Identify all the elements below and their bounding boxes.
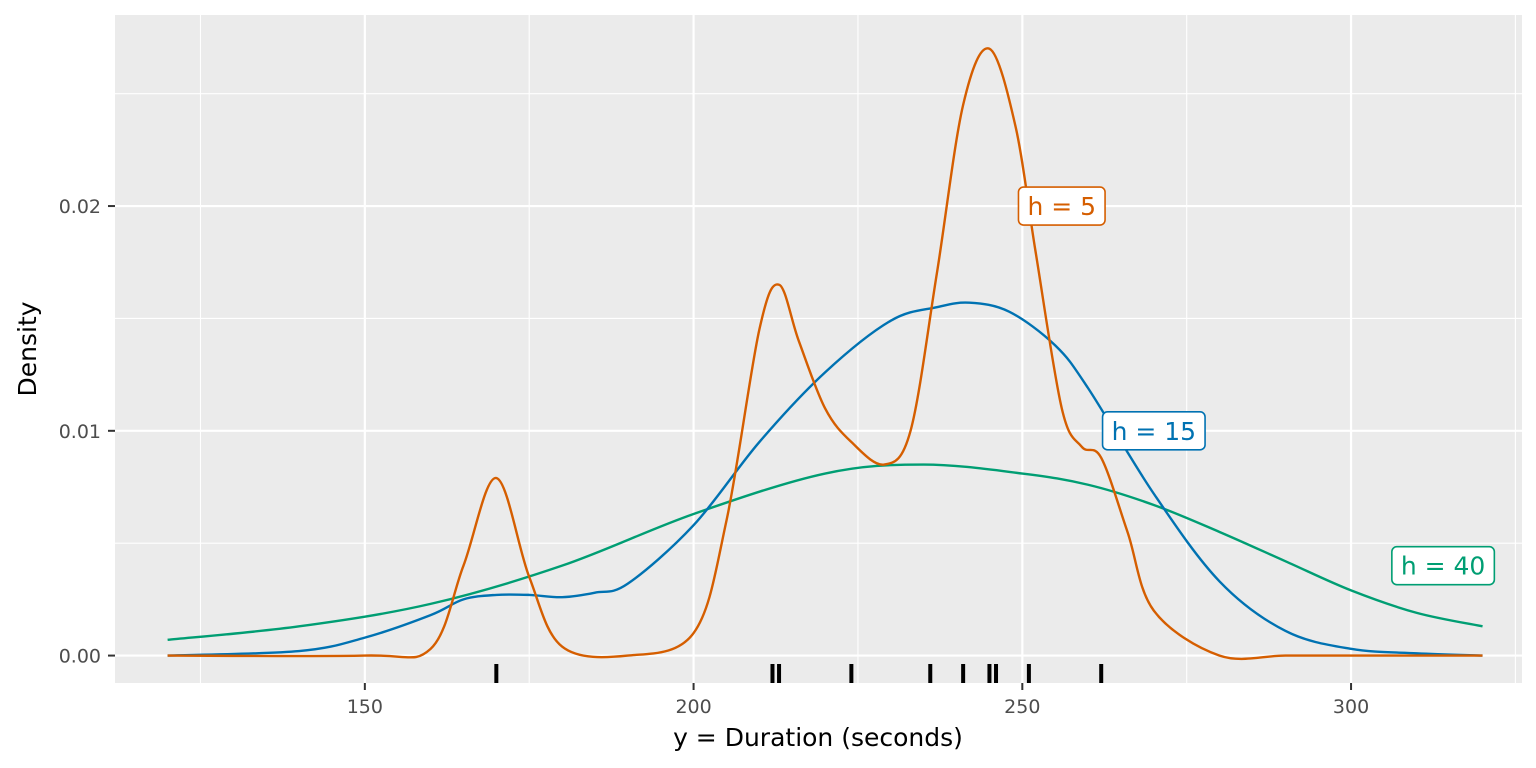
curve-label-box: [1017, 186, 1106, 226]
panel-background: [115, 15, 1522, 683]
y-tick-label: 0.02: [59, 196, 101, 218]
density-curves: [167, 47, 1483, 661]
minor-gridlines: [115, 15, 1522, 683]
density-line: [167, 47, 1483, 661]
curve-label-text: h = 15: [1112, 417, 1197, 446]
curve-label: h = 5: [1017, 186, 1106, 226]
x-tick-label: 150: [347, 696, 383, 718]
density-line: [167, 463, 1483, 642]
curve-label-box: [1101, 411, 1206, 451]
density-line: [167, 301, 1483, 657]
curve-label: h = 40: [1391, 545, 1496, 586]
x-tick-label: 200: [675, 696, 711, 718]
curve-labels: h = 5 h = 15 h = 40: [1017, 186, 1496, 586]
curve-label-box: [1391, 545, 1496, 586]
y-axis-title: Density: [13, 301, 42, 396]
x-axis-title: y = Duration (seconds): [673, 723, 963, 752]
curve-label-text: h = 5: [1027, 192, 1096, 221]
x-tick-label: 300: [1333, 696, 1369, 718]
rug-marks: [494, 664, 1104, 683]
x-tick-label: 250: [1004, 696, 1040, 718]
x-axis: 150 200 250 300: [347, 683, 1369, 718]
y-axis: 0.00 0.01 0.02: [59, 196, 115, 668]
y-tick-label: 0.01: [59, 421, 101, 443]
curve-label: h = 15: [1101, 411, 1206, 451]
y-tick-label: 0.00: [59, 646, 101, 668]
curve-label-text: h = 40: [1401, 552, 1486, 581]
